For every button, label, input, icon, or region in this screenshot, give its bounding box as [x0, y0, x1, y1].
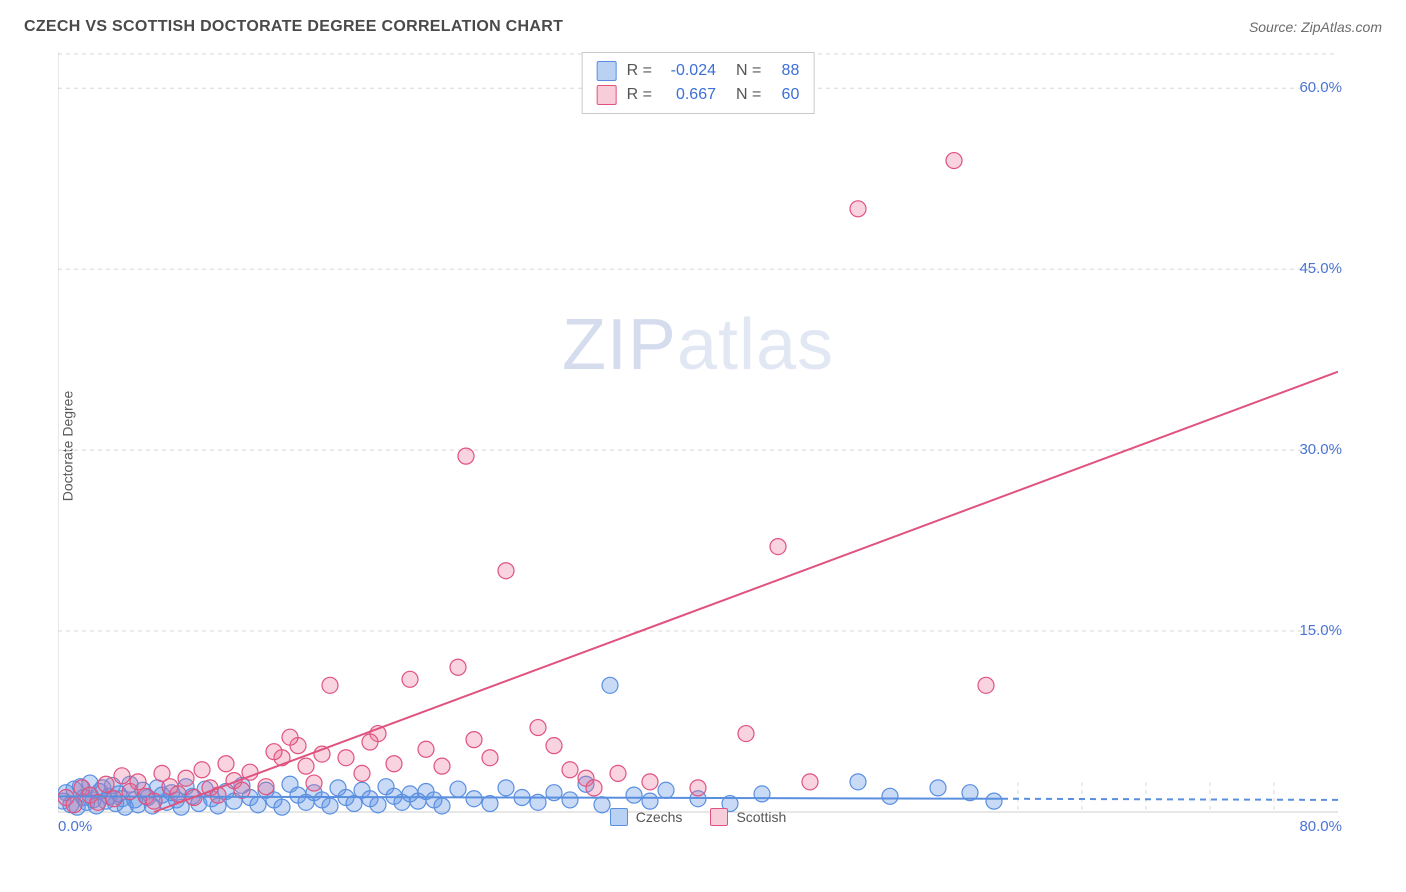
- r-value: -0.024: [662, 62, 716, 80]
- r-label: R =: [627, 86, 652, 104]
- legend-item-scottish: Scottish: [710, 808, 786, 826]
- r-label: R =: [627, 62, 652, 80]
- y-tick-label: 15.0%: [1299, 622, 1342, 639]
- correlation-row-scottish: R = 0.667 N = 60: [597, 83, 800, 107]
- correlation-row-czechs: R = -0.024 N = 88: [597, 59, 800, 83]
- y-tick-label: 60.0%: [1299, 79, 1342, 96]
- legend-swatch-czechs: [610, 808, 628, 826]
- legend-label: Scottish: [736, 809, 786, 825]
- header: CZECH VS SCOTTISH DOCTORATE DEGREE CORRE…: [0, 0, 1406, 44]
- n-value: 60: [771, 86, 799, 104]
- legend-item-czechs: Czechs: [610, 808, 683, 826]
- n-label: N =: [736, 62, 761, 80]
- y-tick-label: 30.0%: [1299, 441, 1342, 458]
- n-value: 88: [771, 62, 799, 80]
- y-tick-label: 45.0%: [1299, 260, 1342, 277]
- chart-title: CZECH VS SCOTTISH DOCTORATE DEGREE CORRE…: [24, 18, 563, 36]
- r-value: 0.667: [662, 86, 716, 104]
- legend-label: Czechs: [636, 809, 683, 825]
- legend-swatch-czechs: [597, 61, 617, 81]
- correlation-legend-box: R = -0.024 N = 88 R = 0.667 N = 60: [582, 52, 815, 114]
- legend-swatch-scottish: [710, 808, 728, 826]
- legend-swatch-scottish: [597, 85, 617, 105]
- bottom-legend: Czechs Scottish: [58, 808, 1338, 826]
- chart-area: ZIPatlas R =-0.024N =88R =0.667N =60 15.…: [58, 52, 1338, 824]
- n-label: N =: [736, 86, 761, 104]
- source-attribution: Source: ZipAtlas.com: [1249, 19, 1382, 35]
- scatter-plot-svg: [58, 52, 1338, 824]
